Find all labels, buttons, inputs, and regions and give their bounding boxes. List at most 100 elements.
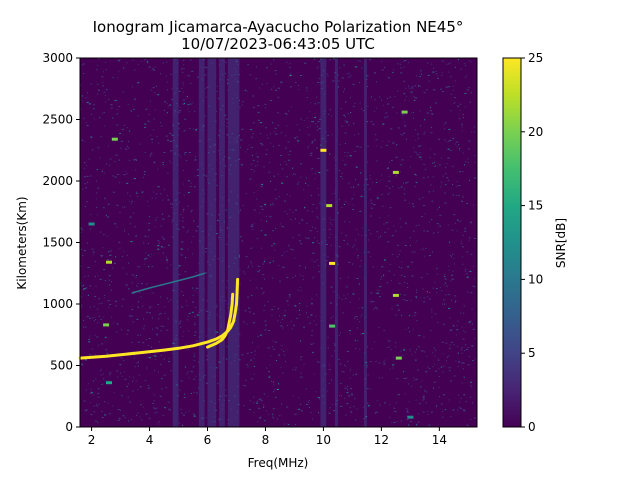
noise-pixel bbox=[338, 80, 340, 82]
noise-pixel bbox=[404, 276, 406, 277]
noise-pixel bbox=[82, 364, 84, 366]
noise-pixel bbox=[415, 129, 417, 131]
noise-pixel bbox=[217, 258, 219, 260]
noise-pixel bbox=[452, 278, 455, 280]
noise-pixel bbox=[166, 102, 168, 104]
noise-pixel bbox=[269, 161, 271, 163]
noise-pixel bbox=[100, 374, 102, 376]
noise-pixel bbox=[170, 150, 173, 152]
noise-pixel bbox=[253, 313, 255, 315]
noise-pixel bbox=[457, 365, 459, 367]
noise-pixel bbox=[96, 192, 98, 194]
noise-pixel bbox=[113, 322, 115, 324]
noise-pixel bbox=[225, 209, 227, 211]
noise-pixel bbox=[367, 402, 368, 404]
noise-pixel bbox=[252, 378, 254, 380]
noise-pixel bbox=[357, 340, 359, 342]
noise-pixel bbox=[278, 354, 281, 356]
noise-pixel bbox=[286, 176, 288, 178]
noise-pixel bbox=[252, 146, 253, 148]
noise-pixel bbox=[165, 135, 168, 137]
noise-pixel bbox=[192, 102, 194, 104]
noise-pixel bbox=[340, 176, 342, 178]
noise-pixel bbox=[240, 146, 242, 148]
noise-pixel bbox=[187, 104, 190, 106]
noise-pixel bbox=[260, 122, 263, 124]
noise-pixel bbox=[225, 73, 226, 74]
noise-pixel bbox=[447, 294, 450, 295]
noise-pixel bbox=[105, 62, 107, 64]
noise-pixel bbox=[98, 316, 100, 317]
noise-pixel bbox=[258, 407, 261, 409]
noise-pixel bbox=[138, 341, 140, 343]
noise-pixel bbox=[403, 80, 406, 82]
noise-pixel bbox=[178, 228, 180, 230]
noise-pixel bbox=[358, 233, 360, 235]
noise-pixel bbox=[439, 287, 441, 289]
noise-pixel bbox=[251, 224, 254, 226]
noise-pixel bbox=[289, 63, 291, 65]
noise-pixel bbox=[418, 84, 420, 86]
noise-pixel bbox=[306, 117, 308, 119]
noise-pixel bbox=[279, 315, 280, 317]
noise-pixel bbox=[427, 414, 429, 416]
noise-pixel bbox=[348, 76, 350, 78]
noise-pixel bbox=[470, 292, 473, 294]
noise-pixel bbox=[355, 419, 357, 421]
chart-title-line2: 10/07/2023-06:43:05 UTC bbox=[181, 35, 375, 53]
echo-features bbox=[88, 110, 414, 419]
noise-pixel bbox=[370, 202, 373, 204]
noise-pixel bbox=[367, 145, 370, 147]
noise-pixel bbox=[182, 82, 184, 84]
noise-pixel bbox=[331, 403, 333, 405]
noise-pixel bbox=[270, 133, 272, 135]
noise-pixel bbox=[341, 395, 342, 397]
colorbar-label: SNR[dB] bbox=[554, 218, 568, 268]
noise-pixel bbox=[282, 226, 284, 228]
noise-pixel bbox=[182, 295, 184, 296]
noise-pixel bbox=[242, 321, 245, 323]
noise-pixel bbox=[359, 146, 362, 148]
noise-pixel bbox=[443, 394, 446, 396]
noise-pixel bbox=[427, 74, 430, 76]
noise-pixel bbox=[432, 71, 435, 73]
noise-pixel bbox=[348, 124, 350, 126]
noise-pixel bbox=[205, 87, 207, 89]
noise-pixel bbox=[85, 97, 87, 99]
noise-pixel bbox=[405, 408, 408, 410]
noise-pixel bbox=[445, 122, 447, 124]
noise-pixel bbox=[393, 274, 395, 276]
noise-pixel bbox=[355, 373, 358, 375]
noise-pixel bbox=[181, 254, 183, 256]
noise-pixel bbox=[193, 415, 196, 417]
noise-pixel bbox=[384, 231, 387, 233]
noise-pixel bbox=[445, 360, 447, 362]
noise-pixel bbox=[462, 263, 464, 265]
noise-pixel bbox=[454, 295, 456, 297]
noise-pixel bbox=[298, 89, 300, 90]
noise-pixel bbox=[468, 322, 470, 324]
noise-pixel bbox=[272, 408, 275, 410]
noise-pixel bbox=[448, 86, 451, 88]
noise-pixel bbox=[347, 152, 349, 154]
noise-pixel bbox=[205, 96, 207, 98]
noise-pixel bbox=[150, 134, 152, 136]
noise-pixel bbox=[103, 172, 105, 174]
noise-pixel bbox=[424, 255, 426, 257]
noise-pixel bbox=[269, 364, 271, 366]
noise-pixel bbox=[369, 178, 371, 180]
noise-pixel bbox=[135, 380, 137, 382]
noise-pixel bbox=[343, 397, 345, 399]
noise-pixel bbox=[178, 265, 181, 267]
noise-pixel bbox=[112, 77, 114, 79]
noise-pixel bbox=[343, 114, 346, 116]
noise-pixel bbox=[190, 211, 192, 213]
noise-pixel bbox=[85, 201, 88, 203]
noise-pixel bbox=[448, 63, 450, 65]
noise-pixel bbox=[359, 265, 361, 267]
noise-pixel bbox=[226, 243, 228, 245]
y-axis-label: Kilometers(Km) bbox=[15, 196, 29, 289]
noise-pixel bbox=[378, 362, 381, 364]
noise-pixel bbox=[437, 223, 439, 225]
noise-pixel bbox=[90, 392, 93, 394]
